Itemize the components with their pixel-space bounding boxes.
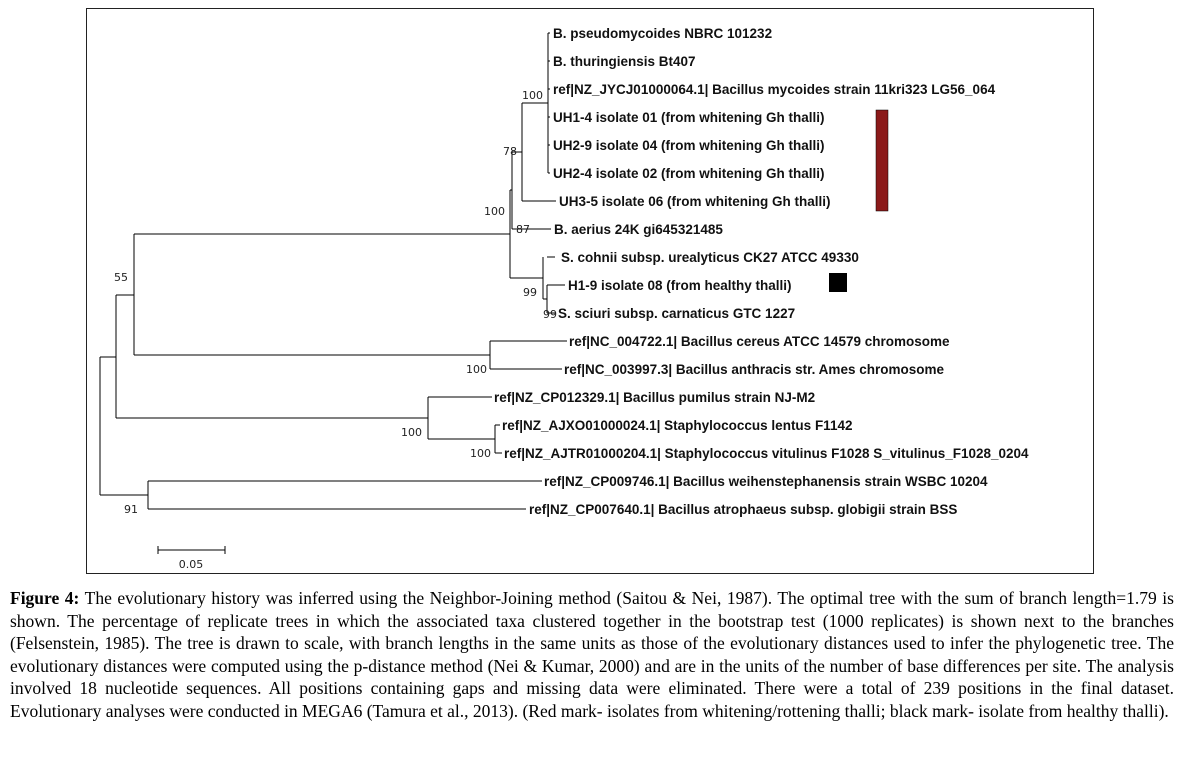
taxon-label: ref|NZ_AJXO01000024.1| Staphylococcus le… [502,418,852,433]
phylogenetic-tree: B. pseudomycoides NBRC 101232 B. thuring… [99,26,1029,571]
taxon-label: B. pseudomycoides NBRC 101232 [553,26,772,41]
bootstrap-value: 55 [114,271,128,284]
taxon-label: UH1-4 isolate 01 (from whitening Gh thal… [553,110,825,125]
healthy-isolate-marker [829,273,847,292]
figure-caption: Figure 4: The evolutionary history was i… [10,587,1174,722]
bootstrap-value: 78 [503,145,517,158]
bootstrap-value: 99 [523,286,537,299]
taxon-label: UH2-9 isolate 04 (from whitening Gh thal… [553,138,825,153]
taxon-label: ref|NZ_CP012329.1| Bacillus pumilus stra… [494,390,815,405]
taxon-label: ref|NZ_AJTR01000204.1| Staphylococcus vi… [504,446,1029,461]
taxon-label: UH3-5 isolate 06 (from whitening Gh thal… [559,194,831,209]
bootstrap-value: 87 [516,223,530,236]
taxon-label: ref|NC_003997.3| Bacillus anthracis str.… [564,362,944,377]
bootstrap-values: 100 78 100 87 55 99 99 100 100 100 91 [114,89,557,516]
bootstrap-value: 91 [124,503,138,516]
taxon-label: ref|NZ_CP007640.1| Bacillus atrophaeus s… [529,502,957,517]
bootstrap-value: 99 [543,308,557,321]
caption-text: The evolutionary history was inferred us… [10,588,1174,721]
caption-label: Figure 4: [10,588,80,608]
bootstrap-value: 100 [484,205,505,218]
bootstrap-value: 100 [522,89,543,102]
bootstrap-value: 100 [470,447,491,460]
taxon-label: ref|NZ_CP009746.1| Bacillus weihenstepha… [544,474,988,489]
taxon-labels: B. pseudomycoides NBRC 101232 B. thuring… [494,26,1029,517]
taxon-label: S. cohnii subsp. urealyticus CK27 ATCC 4… [561,250,859,265]
taxon-label: B. thuringiensis Bt407 [553,54,696,69]
taxon-label: UH2-4 isolate 02 (from whitening Gh thal… [553,166,825,181]
figure-frame [86,8,1094,574]
scale-bar-label: 0.05 [179,558,204,571]
tree-branches [99,32,567,510]
bootstrap-value: 100 [466,363,487,376]
taxon-label: B. aerius 24K gi645321485 [554,222,723,237]
taxon-label: ref|NZ_JYCJ01000064.1| Bacillus mycoides… [553,82,996,97]
scale-bar: 0.05 [157,546,226,571]
bootstrap-value: 100 [401,426,422,439]
taxon-label: H1-9 isolate 08 (from healthy thalli) [568,278,792,293]
taxon-label: S. sciuri subsp. carnaticus GTC 1227 [558,306,795,321]
taxon-label: ref|NC_004722.1| Bacillus cereus ATCC 14… [569,334,950,349]
whitening-isolates-marker [875,109,889,212]
